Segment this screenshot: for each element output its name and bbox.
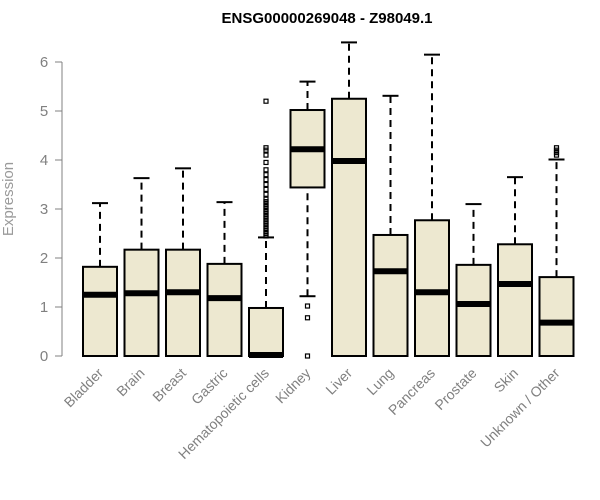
box-body bbox=[206, 262, 243, 358]
x-tick-label: Bladder bbox=[61, 365, 107, 411]
box-brain bbox=[123, 177, 160, 357]
boxes-group bbox=[82, 41, 575, 359]
outlier-point bbox=[263, 152, 269, 158]
box-body bbox=[82, 265, 118, 358]
box-prostate bbox=[455, 203, 492, 357]
y-axis-label: Expression bbox=[0, 162, 17, 236]
box-body bbox=[455, 263, 492, 357]
box-body bbox=[331, 97, 367, 357]
chart-title: ENSG00000269048 - Z98049.1 bbox=[222, 10, 433, 27]
outlier-point bbox=[263, 177, 269, 183]
x-tick-label: Liver bbox=[322, 365, 355, 398]
outlier-point bbox=[553, 145, 560, 151]
outlier-point bbox=[304, 353, 311, 359]
y-axis: 0 1 2 3 4 5 6 bbox=[40, 54, 63, 365]
y-tick-label: 0 bbox=[40, 348, 48, 365]
outlier-point bbox=[263, 145, 269, 151]
box-pancreas bbox=[414, 53, 450, 357]
y-tick-label: 4 bbox=[40, 152, 48, 169]
box-body bbox=[372, 233, 409, 357]
x-tick-label: Kidney bbox=[272, 365, 314, 407]
box-lung bbox=[372, 94, 409, 357]
outlier-point bbox=[263, 167, 269, 173]
x-tick-label: Prostate bbox=[431, 365, 479, 413]
box-unknown-other bbox=[538, 145, 575, 357]
outlier-point bbox=[263, 98, 269, 104]
box-body bbox=[248, 306, 284, 358]
box-liver bbox=[331, 41, 367, 357]
box-hematopoietic-cells bbox=[248, 98, 284, 359]
box-body bbox=[123, 248, 160, 357]
outlier-point bbox=[263, 181, 269, 188]
box-body bbox=[165, 248, 201, 357]
box-breast bbox=[165, 167, 201, 357]
y-tick-label: 3 bbox=[40, 201, 48, 218]
box-kidney bbox=[289, 80, 326, 359]
box-body bbox=[497, 243, 533, 357]
box-body bbox=[538, 276, 575, 357]
box-body bbox=[414, 219, 450, 357]
outlier-point bbox=[263, 186, 269, 192]
outlier-point bbox=[263, 172, 269, 178]
x-tick-label: Skin bbox=[491, 365, 522, 396]
outlier-point bbox=[263, 159, 269, 166]
box-gastric bbox=[206, 201, 243, 358]
outlier-point bbox=[304, 303, 311, 309]
x-tick-label: Unknown / Other bbox=[477, 365, 563, 451]
outlier-point bbox=[263, 191, 269, 197]
box-bladder bbox=[82, 202, 118, 358]
x-tick-label: Breast bbox=[149, 365, 189, 405]
y-tick-label: 5 bbox=[40, 103, 48, 120]
x-tick-label: Brain bbox=[113, 365, 147, 399]
box-skin bbox=[497, 176, 533, 357]
outlier-point bbox=[263, 196, 269, 202]
x-tick-label: Lung bbox=[363, 365, 396, 398]
y-tick-label: 1 bbox=[40, 299, 48, 316]
outlier-point bbox=[304, 315, 311, 321]
y-tick-label: 6 bbox=[40, 54, 48, 71]
y-tick-label: 2 bbox=[40, 250, 48, 267]
